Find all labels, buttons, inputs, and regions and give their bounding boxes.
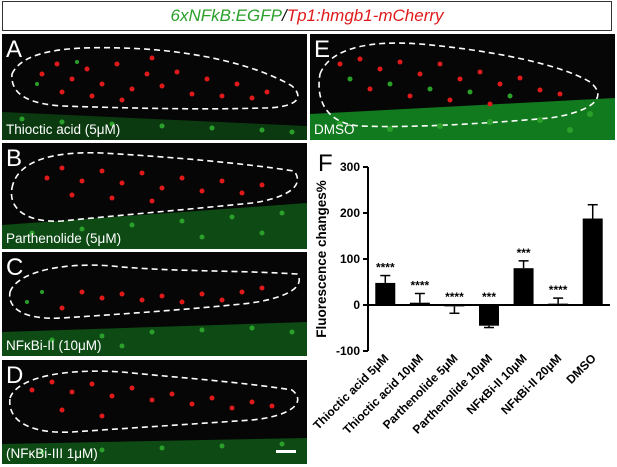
panel-c-image	[2, 264, 307, 356]
panel-d-letter: D	[6, 362, 24, 389]
panel-c-letter: C	[6, 254, 24, 281]
panel-b: B Parthenolide (5μM)	[2, 143, 307, 249]
category-label-6: DMSO	[563, 351, 598, 386]
significance-label-5: ****	[549, 283, 568, 297]
y-tick-label-3: 200	[340, 206, 360, 220]
panel-a-image	[2, 46, 307, 140]
panel-d: D (NFκBi-III 1μM)	[2, 360, 307, 464]
bar-2	[444, 305, 465, 307]
panel-a: A Thioctic acid (5μM)	[2, 34, 307, 140]
panel-d-image	[2, 370, 307, 464]
significance-label-2: ****	[445, 290, 464, 304]
y-axis-label: Fluorescence changes%	[314, 180, 329, 338]
title-separator: /	[281, 6, 287, 25]
panel-c-caption: NFκBi-II (10μM)	[6, 338, 102, 353]
title-mcherry: Tp1:hmgb1-mCherry	[286, 6, 444, 25]
significance-label-4: ***	[517, 246, 531, 260]
panel-e-caption: DMSO	[314, 122, 355, 137]
bar-0	[375, 282, 396, 305]
category-label-4: NFκBi-II 10μM	[464, 351, 530, 417]
y-tick-label-4: 300	[340, 160, 360, 174]
bar-5	[548, 303, 569, 305]
bar-4	[513, 268, 534, 305]
y-tick-label-0: -100	[336, 344, 360, 358]
panel-a-caption: Thioctic acid (5μM)	[6, 122, 121, 137]
bar-1	[409, 302, 430, 305]
figure-title: 6xNFkB:EGFP/Tp1:hmgb1-mCherry	[2, 1, 612, 31]
category-label-5: NFκBi-II 20μM	[498, 351, 564, 417]
panel-b-image	[2, 151, 307, 249]
scale-bar	[276, 450, 296, 453]
panel-f-letter: F	[318, 150, 333, 177]
panel-e-image	[310, 42, 615, 140]
y-tick-label-2: 100	[340, 252, 360, 266]
panel-e-letter: E	[314, 36, 331, 63]
bar-3	[479, 305, 499, 326]
bar-6	[582, 218, 603, 305]
significance-label-1: ****	[411, 279, 430, 293]
panel-b-letter: B	[6, 145, 23, 172]
significance-label-3: ***	[482, 290, 496, 304]
panel-b-caption: Parthenolide (5μM)	[6, 231, 122, 246]
panel-c: C NFκBi-II (10μM)	[2, 252, 307, 356]
panel-a-letter: A	[6, 36, 23, 63]
panel-d-caption: (NFκBi-III 1μM)	[6, 446, 98, 461]
y-tick-label-1: 0	[353, 298, 360, 312]
significance-label-0: ****	[376, 261, 395, 275]
panel-e: E DMSO	[310, 34, 615, 140]
title-egfp: 6xNFkB:EGFP	[170, 6, 282, 25]
